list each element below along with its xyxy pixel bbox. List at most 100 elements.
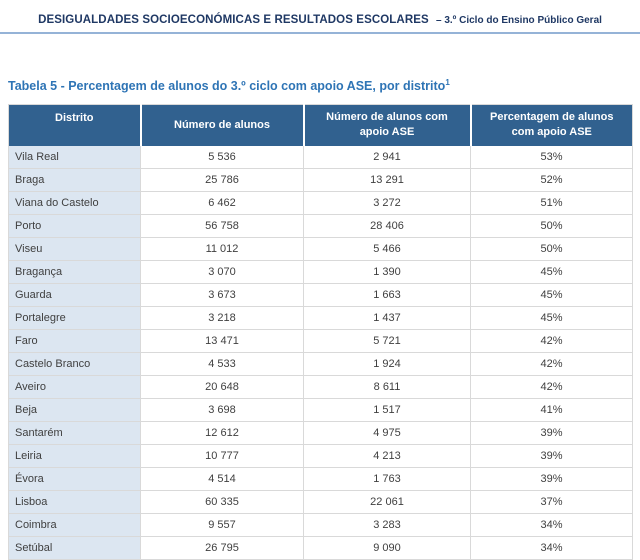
cell-percentage: 53% <box>470 145 633 169</box>
cell-ase-students: 3 272 <box>303 191 471 215</box>
table-caption: Tabela 5 - Percentagem de alunos do 3.º … <box>8 77 450 93</box>
cell-students: 3 218 <box>140 306 304 330</box>
cell-students: 4 533 <box>140 352 304 376</box>
ase-table-container: Distrito Número de alunos Número de alun… <box>8 104 633 560</box>
cell-students: 26 795 <box>140 536 304 560</box>
cell-district: Bragança <box>8 260 141 284</box>
cell-ase-students: 1 663 <box>303 283 471 307</box>
cell-students: 9 557 <box>140 513 304 537</box>
cell-ase-students: 4 213 <box>303 444 471 468</box>
column-header-numero-alunos: Número de alunos <box>139 104 304 146</box>
table-row: Setúbal 26 795 9 090 34% <box>8 536 633 560</box>
cell-percentage: 45% <box>470 283 633 307</box>
column-header-numero-alunos-ase: Número de alunos com apoio ASE <box>302 104 471 146</box>
cell-students: 6 462 <box>140 191 304 215</box>
cell-percentage: 51% <box>470 191 633 215</box>
cell-percentage: 52% <box>470 168 633 192</box>
running-header-title: DESIGUALDADES SOCIOECONÓMICAS E RESULTAD… <box>38 14 429 26</box>
cell-percentage: 42% <box>470 329 633 353</box>
cell-district: Castelo Branco <box>8 352 141 376</box>
cell-students: 20 648 <box>140 375 304 399</box>
cell-district: Coimbra <box>8 513 141 537</box>
cell-ase-students: 1 517 <box>303 398 471 422</box>
table-row: Viseu 11 012 5 466 50% <box>8 237 633 261</box>
cell-district: Guarda <box>8 283 141 307</box>
cell-district: Lisboa <box>8 490 141 514</box>
cell-ase-students: 2 941 <box>303 145 471 169</box>
cell-ase-students: 13 291 <box>303 168 471 192</box>
cell-district: Leiria <box>8 444 141 468</box>
cell-percentage: 45% <box>470 306 633 330</box>
cell-students: 4 514 <box>140 467 304 491</box>
cell-ase-students: 1 763 <box>303 467 471 491</box>
cell-district: Vila Real <box>8 145 141 169</box>
cell-students: 11 012 <box>140 237 304 261</box>
cell-ase-students: 4 975 <box>303 421 471 445</box>
column-header-percentagem-ase: Percentagem de alunos com apoio ASE <box>469 104 633 146</box>
cell-students: 3 070 <box>140 260 304 284</box>
cell-ase-students: 5 721 <box>303 329 471 353</box>
cell-students: 10 777 <box>140 444 304 468</box>
cell-percentage: 42% <box>470 352 633 376</box>
column-header-distrito: Distrito <box>8 104 141 146</box>
cell-students: 25 786 <box>140 168 304 192</box>
table-body: Vila Real 5 536 2 941 53% Braga 25 786 1… <box>8 145 633 560</box>
table-row: Évora 4 514 1 763 39% <box>8 467 633 491</box>
table-row: Faro 13 471 5 721 42% <box>8 329 633 353</box>
cell-students: 3 698 <box>140 398 304 422</box>
cell-percentage: 41% <box>470 398 633 422</box>
cell-ase-students: 1 437 <box>303 306 471 330</box>
cell-percentage: 45% <box>470 260 633 284</box>
cell-students: 13 471 <box>140 329 304 353</box>
cell-ase-students: 28 406 <box>303 214 471 238</box>
cell-district: Évora <box>8 467 141 491</box>
cell-ase-students: 8 611 <box>303 375 471 399</box>
cell-percentage: 50% <box>470 237 633 261</box>
table-row: Coimbra 9 557 3 283 34% <box>8 513 633 537</box>
cell-students: 12 612 <box>140 421 304 445</box>
cell-district: Braga <box>8 168 141 192</box>
cell-students: 3 673 <box>140 283 304 307</box>
cell-ase-students: 5 466 <box>303 237 471 261</box>
cell-percentage: 39% <box>470 444 633 468</box>
cell-percentage: 34% <box>470 536 633 560</box>
cell-district: Aveiro <box>8 375 141 399</box>
cell-ase-students: 9 090 <box>303 536 471 560</box>
cell-percentage: 42% <box>470 375 633 399</box>
table-caption-text: Tabela 5 - Percentagem de alunos do 3.º … <box>8 79 446 93</box>
table-row: Beja 3 698 1 517 41% <box>8 398 633 422</box>
cell-ase-students: 1 390 <box>303 260 471 284</box>
cell-percentage: 37% <box>470 490 633 514</box>
table-row: Leiria 10 777 4 213 39% <box>8 444 633 468</box>
table-row: Aveiro 20 648 8 611 42% <box>8 375 633 399</box>
cell-district: Viseu <box>8 237 141 261</box>
cell-ase-students: 3 283 <box>303 513 471 537</box>
table-row: Bragança 3 070 1 390 45% <box>8 260 633 284</box>
table-row: Vila Real 5 536 2 941 53% <box>8 145 633 169</box>
table-row: Braga 25 786 13 291 52% <box>8 168 633 192</box>
header-divider-rule <box>0 32 640 34</box>
cell-district: Setúbal <box>8 536 141 560</box>
table-row: Santarém 12 612 4 975 39% <box>8 421 633 445</box>
table-row: Castelo Branco 4 533 1 924 42% <box>8 352 633 376</box>
footnote-marker: 1 <box>445 77 450 87</box>
table-header-row: Distrito Número de alunos Número de alun… <box>8 104 633 146</box>
table-row: Porto 56 758 28 406 50% <box>8 214 633 238</box>
cell-percentage: 39% <box>470 421 633 445</box>
table-row: Viana do Castelo 6 462 3 272 51% <box>8 191 633 215</box>
cell-ase-students: 22 061 <box>303 490 471 514</box>
cell-district: Faro <box>8 329 141 353</box>
cell-students: 60 335 <box>140 490 304 514</box>
cell-ase-students: 1 924 <box>303 352 471 376</box>
cell-district: Porto <box>8 214 141 238</box>
cell-percentage: 34% <box>470 513 633 537</box>
table-row: Lisboa 60 335 22 061 37% <box>8 490 633 514</box>
cell-district: Portalegre <box>8 306 141 330</box>
cell-percentage: 39% <box>470 467 633 491</box>
cell-students: 56 758 <box>140 214 304 238</box>
running-header: DESIGUALDADES SOCIOECONÓMICAS E RESULTAD… <box>0 10 640 28</box>
table-row: Guarda 3 673 1 663 45% <box>8 283 633 307</box>
table-row: Portalegre 3 218 1 437 45% <box>8 306 633 330</box>
cell-students: 5 536 <box>140 145 304 169</box>
